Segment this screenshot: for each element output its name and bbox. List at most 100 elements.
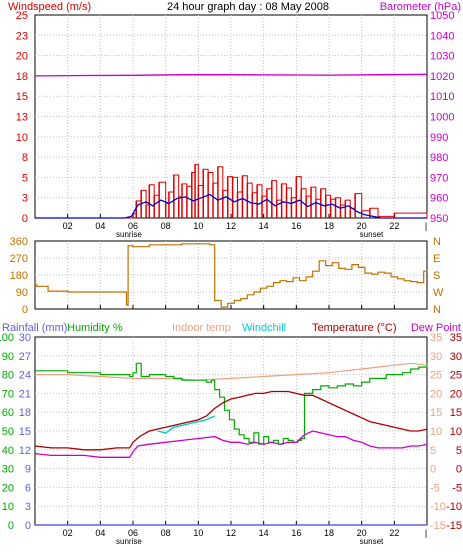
compass-tick-label: S (433, 270, 440, 282)
compass-tick-label: N (433, 304, 441, 316)
windspeed-tick-label: 25 (16, 10, 28, 22)
temperature-line (34, 390, 428, 451)
rainfall-tick-label: 27 (19, 351, 31, 363)
wind-panel-x-tick-label: 10 (193, 221, 203, 231)
indoor-temp-tick-label: 10 (430, 426, 442, 438)
temperature-tick-label: -10 (446, 501, 462, 513)
temp-panel-sunrise-label: sunrise (116, 537, 142, 546)
barometer-tick-label: 950 (430, 213, 448, 225)
barometer-tick-label: 1000 (430, 112, 454, 124)
wind-barometer-panel: 02 04 06 08 10 12 14 16 18 20 22 | sunrise sunset 0 3 5 8… (16, 10, 455, 239)
wind-panel-x-tick-label: 08 (161, 221, 171, 231)
compass-tick-label: E (433, 253, 440, 265)
legend-dew-point: Dew Point (411, 322, 461, 334)
barometer-tick-label: 1020 (430, 71, 454, 83)
windspeed-tick-label: 10 (16, 132, 28, 144)
windspeed-tick-label: 5 (22, 172, 28, 184)
windspeed-tick-label: 23 (16, 30, 28, 42)
chart-title: 24 hour graph day : 08 May 2008 (167, 1, 329, 13)
wind-panel-x-tick-label: 16 (291, 221, 301, 231)
humidity-tick-label: 20 (2, 482, 14, 494)
rainfall-tick-label: 12 (19, 445, 31, 457)
humidity-tick-label: 70 (2, 388, 14, 400)
barometer-tick-label: 1030 (430, 51, 454, 63)
rainfall-tick-label: 6 (25, 482, 31, 494)
rainfall-tick-label: 15 (19, 426, 31, 438)
temperature-tick-label: 25 (450, 370, 462, 382)
temperature-humidity-panel: 02 04 06 08 10 12 14 16 18 20 22 |sunrise sunset0102… (0, 332, 462, 546)
rainfall-tick-label: 0 (25, 520, 31, 532)
wind-panel-x-tick-label: 06 (128, 221, 138, 231)
wind-panel-x-tick-label: 18 (324, 221, 334, 231)
temp-panel-x-tick-label: 14 (259, 528, 269, 538)
direction-tick-label: 90 (16, 287, 28, 299)
temp-panel-x-tick-label: 10 (193, 528, 203, 538)
compass-tick-label: W (433, 287, 444, 299)
compass-tick-label: N (433, 236, 441, 248)
indoor-temp-tick-label: 20 (430, 388, 442, 400)
barometer-tick-label: 990 (430, 132, 448, 144)
barometer-axis-label: Barometer (hPa) (380, 1, 461, 13)
temp-panel-x-end-tick: | (425, 528, 427, 538)
legend-humidity: Humidity % (67, 322, 123, 334)
wind-panel-x-tick-label: 04 (95, 221, 105, 231)
direction-tick-label: 180 (10, 270, 28, 282)
temperature-tick-label: 30 (450, 351, 462, 363)
humidity-tick-label: 60 (2, 407, 14, 419)
windspeed-axis-label: Windspeed (m/s) (8, 1, 91, 13)
temperature-tick-label: 10 (450, 426, 462, 438)
temperature-tick-label: 20 (450, 388, 462, 400)
windspeed-tick-label: 18 (16, 71, 28, 83)
rainfall-tick-label: 21 (19, 388, 31, 400)
indoor-temp-tick-label: 30 (430, 351, 442, 363)
humidity-tick-label: 50 (2, 426, 14, 438)
indoor-temp-tick-label: 15 (430, 407, 442, 419)
windspeed-tick-label: 0 (22, 213, 28, 225)
temp-panel-x-tick-label: 22 (389, 528, 399, 538)
humidity-tick-label: 80 (2, 370, 14, 382)
wind-direction-line (35, 243, 428, 308)
barometer-tick-label: 980 (430, 152, 448, 164)
barometer-line (34, 73, 428, 77)
wind-panel-x-tick-label: 12 (226, 221, 236, 231)
wind-panel-sunrise-label: sunrise (116, 230, 142, 239)
temperature-tick-label: -5 (452, 482, 462, 494)
legend-rainfall: Rainfall (mm) (2, 322, 67, 334)
wind-panel-sunset-label: sunset (360, 230, 384, 239)
indoor-temp-tick-label: 0 (430, 464, 436, 476)
rainfall-tick-label: 18 (19, 407, 31, 419)
temp-panel-x-tick-label: 04 (95, 528, 105, 538)
wind-panel-x-tick-label: 02 (63, 221, 73, 231)
rainfall-tick-label: 24 (19, 370, 31, 382)
legend-indoor-temp: Indoor temp (172, 322, 231, 334)
direction-tick-label: 360 (10, 236, 28, 248)
temperature-tick-label: -15 (446, 520, 462, 532)
average-windspeed-line (35, 193, 427, 219)
windspeed-tick-label: 15 (16, 91, 28, 103)
rainfall-tick-label: 3 (25, 501, 31, 513)
indoor-temp-tick-label: -10 (430, 501, 446, 513)
barometer-tick-label: 1010 (430, 91, 454, 103)
temp-panel-x-tick-label: 16 (291, 528, 301, 538)
humidity-tick-label: 100 (0, 332, 14, 344)
temp-panel-x-tick-label: 06 (128, 528, 138, 538)
humidity-tick-label: 90 (2, 351, 14, 363)
wind-panel-x-tick-label: 22 (389, 221, 399, 231)
windspeed-tick-label: 3 (22, 193, 28, 205)
indoor-temp-tick-label: 35 (430, 332, 442, 344)
temp-panel-x-tick-label: 18 (324, 528, 334, 538)
windspeed-tick-label: 13 (16, 112, 28, 124)
temp-panel-x-tick-label: 20 (357, 528, 367, 538)
indoor-temp-tick-label: -15 (430, 520, 446, 532)
temperature-tick-label: 15 (450, 407, 462, 419)
temperature-tick-label: 5 (456, 445, 462, 457)
wind-panel-x-end-tick: | (425, 221, 427, 231)
rainfall-tick-label: 30 (19, 332, 31, 344)
temp-panel-x-tick-label: 02 (63, 528, 73, 538)
direction-tick-label: 270 (10, 253, 28, 265)
temperature-tick-label: 0 (456, 464, 462, 476)
indoor-temp-tick-label: 25 (430, 370, 442, 382)
temp-panel-sunset-label: sunset (360, 537, 384, 546)
wind-panel-x-tick-label: 20 (357, 221, 367, 231)
